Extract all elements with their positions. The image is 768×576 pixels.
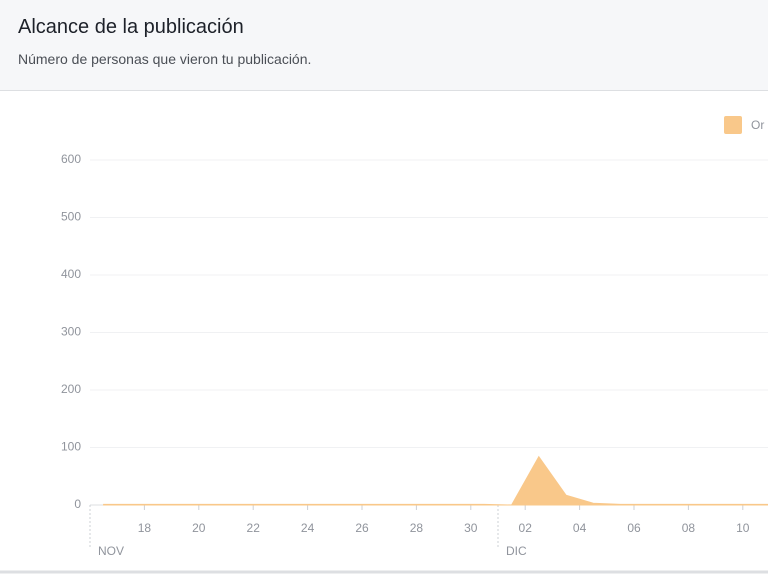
legend-label: Or [751,118,764,132]
x-tick-label: 28 [410,521,424,535]
x-tick-label: 08 [682,521,696,535]
x-tick-label: 20 [192,521,206,535]
y-tick-label: 300 [61,325,81,339]
y-tick-label: 400 [61,267,81,281]
card-header: Alcance de la publicación Número de pers… [0,0,768,91]
x-tick-label: 02 [519,521,533,535]
y-tick-label: 200 [61,382,81,396]
x-tick-label: 18 [138,521,152,535]
month-label: DIC [506,544,527,558]
y-tick-label: 100 [61,440,81,454]
legend-swatch [724,116,742,134]
month-label: NOV [98,544,124,558]
y-tick-label: 500 [61,210,81,224]
x-tick-label: 04 [573,521,587,535]
chart: 0 100 200 300 400 500 600 18 20 22 24 26 28 30 02 04 06 0… [0,116,768,574]
area [103,455,768,506]
x-tick-label: 06 [627,521,641,535]
x-tick-label: 22 [247,521,261,535]
x-tick-label: 30 [464,521,478,535]
y-tick-label: 600 [61,152,81,166]
title: Alcance de la publicación [18,16,244,38]
x-tick-label: 26 [355,521,369,535]
subtitle: Número de personas que vieron tu publica… [18,51,312,67]
x-tick-label: 10 [736,521,750,535]
y-tick-label: 0 [74,497,81,511]
x-tick-label: 24 [301,521,315,535]
